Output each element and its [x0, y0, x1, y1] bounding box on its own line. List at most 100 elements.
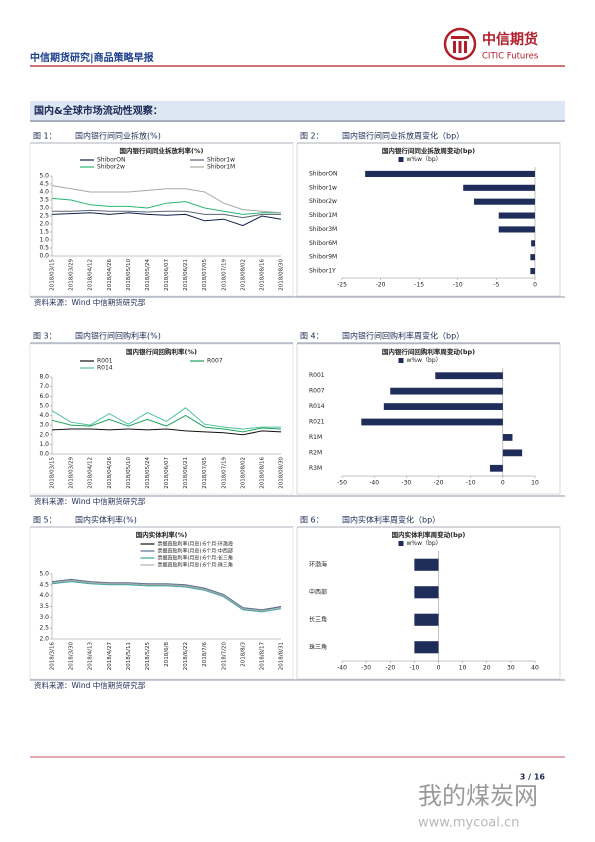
bar — [414, 586, 439, 599]
x-tick-label: 2018/03/29 — [69, 259, 75, 291]
x-tick-label: 2018/5/11 — [126, 642, 132, 670]
header-title: 中信期货研究|商品策略早报 — [30, 51, 154, 64]
x-tick-label: 2018/05/24 — [145, 457, 151, 489]
x-tick-label: 2018/08/30 — [279, 457, 285, 489]
bar — [502, 449, 523, 457]
x-tick-label: 2018/04/26 — [107, 259, 113, 291]
chart: 国内银行间同业拆放周变动(bp)w%w（bp） -25 -20 -15 -10 -5 0 Sh… — [296, 142, 561, 297]
bar — [498, 226, 535, 233]
x-tick-label: -50 — [337, 480, 347, 487]
y-tick-label: 中西部 — [309, 588, 327, 596]
y-tick-label: 5.0 — [39, 402, 49, 409]
x-tick-label: 2018/8/3 — [240, 642, 246, 667]
y-tick-label: R3M — [309, 465, 322, 472]
logo — [443, 27, 477, 61]
x-tick-label: 2018/7/6 — [202, 642, 208, 667]
y-tick-label: Shibor3M — [309, 226, 337, 233]
legend-label: 票据直贴利率(月息):6个月:中西部 — [157, 548, 232, 555]
x-tick-label: 2018/07/05 — [202, 457, 208, 489]
y-tick-label: 3.0 — [39, 422, 49, 429]
y-tick-label: 珠三角 — [309, 643, 327, 651]
legend-label: Shibor2w — [97, 164, 125, 171]
y-tick-label: R014 — [309, 403, 325, 410]
chart-title: 国内银行间同业拆放周变动(bp) — [382, 146, 475, 155]
legend-label: w%w（bp） — [407, 540, 442, 547]
bar — [414, 641, 439, 654]
bar — [383, 403, 503, 410]
chart-frame — [29, 343, 294, 495]
x-tick-label: 2018/4/27 — [107, 642, 113, 671]
series-line — [51, 185, 282, 214]
chart-title: 国内实体利率周变动(bp) — [392, 530, 466, 539]
y-tick-label: 2.0 — [39, 431, 49, 438]
series-line — [51, 414, 282, 433]
y-tick-label: R001 — [309, 372, 325, 379]
figure-label: 图 1： — [33, 132, 57, 141]
x-tick-label: 2018/06/21 — [183, 259, 189, 291]
y-tick-label: 0.0 — [39, 253, 49, 260]
y-tick-label: R1M — [309, 434, 322, 441]
legend-swatch — [398, 541, 404, 546]
source: 资料来源：Wind 中信期货研究部 — [34, 680, 146, 690]
section-title: 国内&全球市场流动性观察： — [34, 104, 163, 117]
y-tick-label: 2.0 — [39, 221, 49, 228]
x-tick-label: 2018/03/29 — [69, 457, 75, 489]
x-tick-label: -10 — [453, 282, 463, 289]
y-tick-label: 5.0 — [39, 173, 49, 180]
watermark: 我的煤炭网 — [418, 782, 538, 810]
x-tick-label: 2018/06/07 — [164, 457, 170, 489]
x-tick-label: 2018/06/07 — [164, 259, 170, 291]
x-tick-label: 2018/8/31 — [279, 642, 285, 670]
x-tick-label: 2018/05/10 — [126, 259, 132, 291]
x-tick-label: -10 — [466, 480, 476, 487]
x-tick-label: 2018/08/30 — [279, 259, 285, 291]
x-tick-label: -5 — [493, 282, 499, 289]
watermark-url: www.mycoal.cn — [418, 816, 519, 831]
x-tick-label: 2018/04/12 — [88, 457, 94, 489]
x-tick-label: 2018/07/19 — [221, 259, 227, 291]
y-tick-label: Shibor1Y — [309, 268, 336, 275]
y-tick-label: Shibor1M — [309, 212, 337, 219]
x-tick-label: 40 — [531, 665, 539, 672]
figure-label: 图 4： — [300, 332, 324, 341]
bar — [498, 212, 535, 219]
x-tick-label: -40 — [369, 480, 379, 487]
chart-title: 国内实体利率(%) — [136, 530, 187, 539]
legend-label: ShiborON — [97, 157, 125, 164]
page-number: 3 / 16 — [520, 773, 546, 782]
section-bar — [30, 101, 565, 120]
y-tick-label: 长三角 — [309, 615, 327, 623]
bar — [531, 240, 535, 247]
bar — [530, 268, 535, 275]
bar — [414, 558, 439, 571]
y-tick-label: 3.0 — [39, 205, 49, 212]
y-tick-label: 1.5 — [39, 229, 49, 236]
x-tick-label: 2018/6/8 — [164, 642, 170, 667]
figure-label: 图 6： — [300, 516, 324, 525]
series-line — [51, 197, 281, 215]
legend-label: 票据直贴利率(月息):6个月:环渤海 — [157, 541, 232, 548]
y-tick-label: 1.0 — [39, 237, 49, 244]
x-tick-label: -40 — [337, 665, 347, 672]
y-tick-label: Shibor6M — [309, 240, 337, 247]
legend-swatch — [398, 358, 404, 363]
x-tick-label: 2018/03/15 — [50, 259, 56, 291]
figure-caption: 国内银行间同业拆放(%) — [75, 131, 161, 141]
y-tick-label: R007 — [309, 388, 325, 395]
legend-label: Shibor1M — [207, 164, 235, 171]
x-tick-label: 0 — [437, 665, 441, 672]
chart-title: 国内银行间同业拆放利率(%) — [120, 146, 204, 155]
y-tick-label: R2M — [309, 449, 322, 456]
x-tick-label: 0 — [533, 282, 537, 289]
x-tick-label: 2018/03/15 — [50, 457, 56, 489]
y-tick-label: 8.0 — [39, 374, 49, 381]
logo-en: CITIC Futures — [482, 52, 539, 62]
x-tick-label: -30 — [361, 665, 371, 672]
figure-label: 图 2： — [300, 132, 324, 141]
x-tick-label: 2018/5/25 — [145, 642, 151, 671]
chart-frame — [296, 142, 561, 297]
x-tick-label: 2018/6/22 — [183, 642, 189, 670]
bar — [390, 387, 503, 395]
x-tick-label: -15 — [414, 282, 424, 289]
series-line — [51, 212, 282, 227]
